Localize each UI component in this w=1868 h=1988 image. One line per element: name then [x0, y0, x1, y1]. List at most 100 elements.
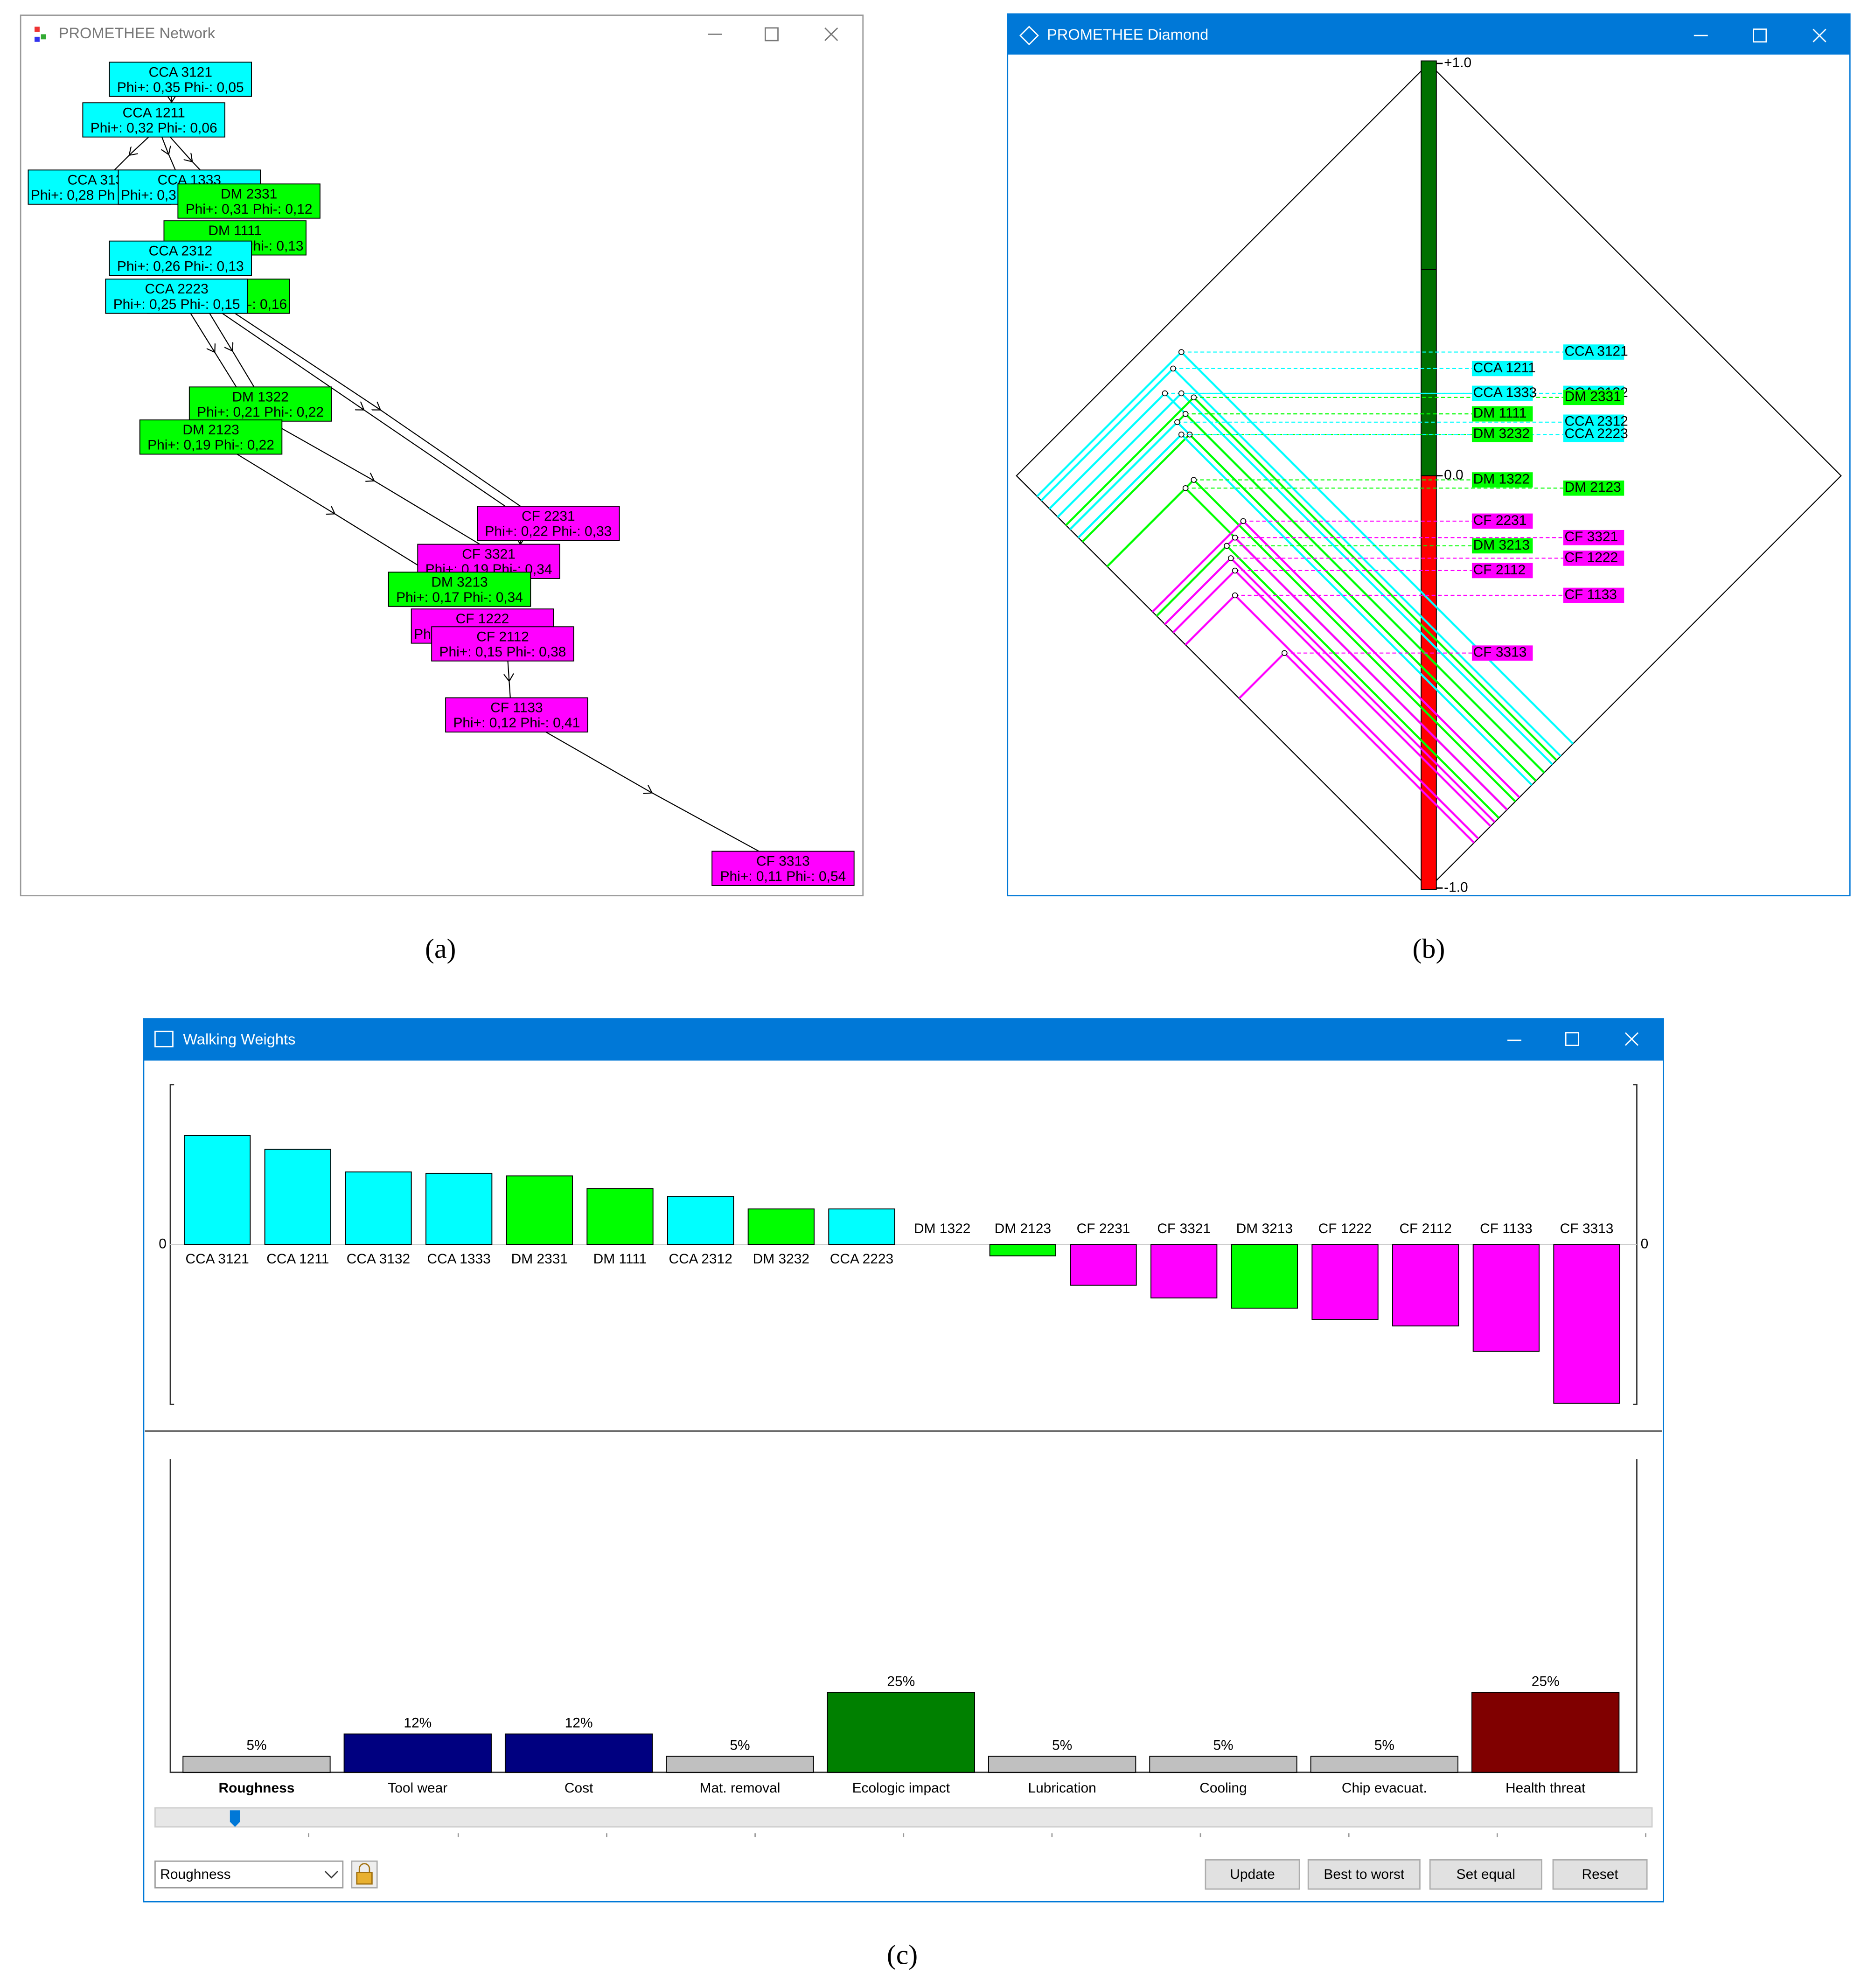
node-box — [109, 62, 252, 97]
node-name: CF 2231 — [522, 509, 575, 524]
node-phi: Phi — [414, 627, 434, 642]
alt-label: CCA 2312 — [1564, 414, 1628, 429]
bar — [989, 1244, 1056, 1256]
bar — [345, 1171, 412, 1245]
category-label: CF 1133 — [1480, 1221, 1532, 1236]
walking-weights-window: Walking Weights Roughness 0 0 CCA 3121 CCA … — [143, 1018, 1664, 1903]
bar — [1310, 1756, 1458, 1773]
category-label: CF 2231 — [1077, 1221, 1130, 1236]
button-label: Reset — [1582, 1867, 1619, 1882]
bar — [506, 1175, 573, 1245]
point — [1191, 394, 1197, 401]
scale-label: 0.0 — [1444, 467, 1464, 483]
button[interactable] — [1307, 1859, 1421, 1890]
walking-weights-charts: 0 0 CCA 3121 CCA 1211 CCA 3132 CCA 1333 DM 233… — [159, 1135, 1648, 1890]
bar — [343, 1733, 492, 1773]
label-box — [1471, 361, 1533, 377]
maximize-button[interactable] — [764, 27, 779, 42]
node-name: CCA 2223 — [145, 281, 208, 297]
criterion-label: Cost — [565, 1780, 593, 1796]
node-phi: Phi+: 0,22 Phi-: 0,33 — [485, 524, 612, 539]
node-box — [82, 102, 225, 138]
alt-label: CCA 1333 — [1473, 385, 1537, 400]
alt-label: DM 2123 — [1564, 480, 1621, 495]
bar — [666, 1756, 814, 1773]
bar — [1471, 1692, 1620, 1773]
app-icon — [154, 1031, 174, 1047]
button[interactable] — [1429, 1859, 1542, 1890]
criterion-label: Mat. removal — [700, 1780, 781, 1796]
node-box — [445, 697, 588, 732]
close-button[interactable] — [824, 27, 838, 41]
node-name: CCA 1211 — [123, 105, 185, 120]
point — [1182, 411, 1189, 417]
category-label: CCA 2223 — [830, 1251, 893, 1267]
close-button[interactable] — [1812, 28, 1826, 42]
alt-label: CCA 1211 — [1473, 360, 1536, 376]
category-label: DM 2331 — [511, 1251, 568, 1267]
criterion-label: Roughness — [219, 1780, 295, 1796]
node-name: CF 1222 — [456, 611, 509, 627]
bar — [504, 1733, 653, 1773]
lock-icon — [356, 1872, 373, 1885]
category-label: CCA 1333 — [427, 1251, 490, 1267]
criterion-label: Chip evacuat. — [1342, 1780, 1427, 1796]
slider-thumb[interactable] — [230, 1810, 240, 1827]
bar — [586, 1188, 654, 1245]
label-box — [1563, 551, 1624, 566]
point — [1174, 419, 1180, 426]
alt-label: CF 1222 — [1564, 550, 1618, 565]
node-name: DM 1111 — [208, 223, 262, 238]
value-label: 5% — [246, 1738, 266, 1753]
alt-label: DM 3213 — [1473, 537, 1530, 553]
category-label: DM 1111 — [593, 1251, 647, 1267]
bar — [827, 1692, 975, 1773]
alt-label: CF 3313 — [1473, 645, 1527, 660]
point — [1232, 535, 1238, 541]
node-phi: Phi+: 0,17 Phi-: 0,34 — [396, 590, 523, 605]
point — [1281, 650, 1288, 656]
node-box — [109, 240, 252, 276]
slider-track[interactable] — [154, 1807, 1653, 1828]
node-name: CF 2112 — [476, 629, 529, 644]
bar — [183, 1135, 251, 1245]
scale-lower — [1421, 475, 1437, 890]
node-name: CF 3321 — [462, 547, 516, 562]
point — [1170, 365, 1176, 372]
node-name: DM 1322 — [232, 389, 288, 405]
node-name: DM 2123 — [182, 422, 239, 438]
category-label: DM 3213 — [1236, 1221, 1293, 1236]
node-phi: Phi+: 0,15 Phi-: 0,38 — [439, 644, 566, 660]
bar — [1150, 1244, 1218, 1298]
category-label: CF 1222 — [1318, 1221, 1372, 1236]
node-name: DM 3213 — [431, 574, 488, 590]
button[interactable] — [1205, 1859, 1300, 1890]
scale-label: +1.0 — [1444, 55, 1471, 70]
point — [1232, 592, 1238, 599]
slider-ticks — [308, 1833, 1646, 1837]
label-box — [1563, 480, 1624, 496]
bar — [264, 1149, 331, 1245]
node-name: CCA 3121 — [149, 64, 212, 80]
value-label: 5% — [730, 1738, 750, 1753]
bar — [182, 1756, 331, 1773]
alt-label: DM 1322 — [1473, 471, 1530, 487]
category-label: CF 2112 — [1399, 1221, 1451, 1236]
node-phi: Phi+: 0,28 Ph — [31, 188, 115, 203]
close-button[interactable] — [1625, 1032, 1639, 1046]
alt-label: CF 3321 — [1564, 529, 1618, 544]
bar — [667, 1196, 734, 1245]
node-box — [177, 183, 321, 219]
category-label: CCA 3132 — [347, 1251, 410, 1267]
alt-label: CF 1133 — [1564, 587, 1617, 602]
criterion-dropdown[interactable] — [154, 1860, 344, 1889]
button[interactable] — [1552, 1859, 1648, 1890]
category-label: CCA 1211 — [266, 1251, 329, 1267]
node-box — [477, 506, 620, 541]
maximize-button[interactable] — [1565, 1032, 1579, 1046]
window-title: PROMETHEE Network — [59, 24, 216, 42]
node-phi: Phi+: 0,32 Phi-: 0,06 — [91, 120, 217, 136]
category-label: CCA 3121 — [185, 1251, 249, 1267]
maximize-button[interactable] — [1753, 28, 1767, 43]
